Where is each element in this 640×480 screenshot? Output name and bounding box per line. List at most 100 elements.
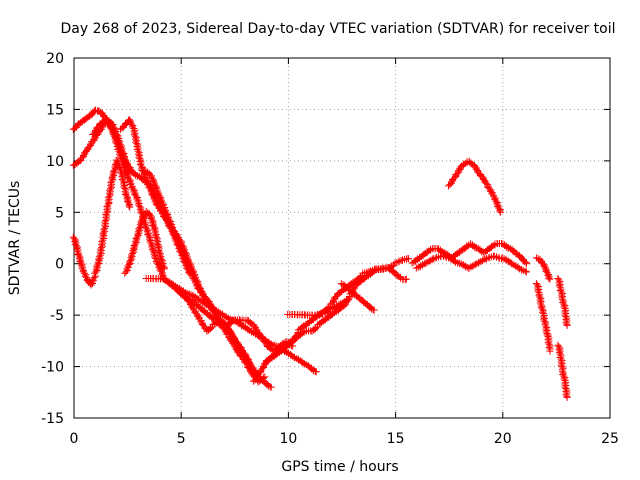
data-point-plus (244, 317, 252, 325)
data-point-plus (180, 292, 188, 300)
grid (74, 58, 610, 418)
data-point-plus (216, 317, 224, 325)
data-point-plus (544, 339, 552, 347)
y-tick-label: -10 (41, 360, 64, 376)
data-point-plus (506, 244, 514, 252)
data-point-plus (522, 260, 530, 268)
data-point-plus (327, 311, 335, 319)
data-point-plus (423, 248, 431, 256)
data-point-plus (404, 255, 412, 263)
data-point-plus (202, 309, 210, 317)
data-point-plus (339, 280, 347, 288)
data-point-plus (115, 147, 123, 155)
series-track-20 (554, 274, 571, 329)
x-tick-label: 25 (601, 431, 619, 447)
data-point-plus (474, 244, 482, 252)
data-point-plus (205, 326, 213, 334)
data-point-plus (395, 273, 403, 281)
data-point-plus (546, 347, 554, 355)
data-point-plus (73, 159, 81, 167)
data-point-plus (306, 363, 314, 371)
data-point-plus (135, 199, 143, 207)
data-point-plus (111, 135, 119, 143)
data-point-plus (212, 318, 220, 326)
data-point-plus (315, 320, 323, 328)
data-point-plus (425, 247, 433, 255)
data-point-plus (165, 216, 173, 224)
chart-title: Day 268 of 2023, Sidereal Day-to-day VTE… (60, 21, 615, 37)
data-point-plus (476, 246, 484, 254)
series-track-10 (224, 316, 297, 355)
data-point-plus (209, 321, 217, 329)
data-point-plus (310, 326, 318, 334)
data-point-plus (193, 294, 201, 302)
data-point-plus (224, 321, 232, 329)
axis-ticks: 0 5 10 15 20 25 -15 -10 -5 0 5 10 15 20 (41, 51, 619, 447)
data-point-plus (264, 356, 272, 364)
data-point-plus (168, 280, 176, 288)
data-point-plus (453, 249, 461, 257)
data-point-plus (555, 282, 563, 290)
data-point-plus (304, 319, 312, 327)
data-point-plus (416, 253, 424, 261)
data-point-plus (561, 311, 569, 319)
x-axis-label: GPS time / hours (281, 459, 398, 475)
x-tick-label: 5 (177, 431, 186, 447)
series-track-19 (532, 280, 554, 355)
data-point-plus (87, 281, 95, 289)
data-point-plus (309, 315, 317, 323)
data-point-plus (522, 268, 530, 276)
data-point-plus (336, 289, 344, 297)
data-point-plus (352, 292, 360, 300)
data-point-plus (501, 242, 509, 250)
data-point-plus (353, 276, 361, 284)
data-point-plus (512, 250, 520, 258)
data-point-plus (114, 144, 122, 152)
data-point-plus (370, 306, 378, 314)
data-point-plus (364, 302, 372, 310)
data-point-plus (144, 180, 152, 188)
data-point-plus (465, 158, 473, 166)
data-point-plus (334, 289, 342, 297)
data-point-plus (77, 262, 85, 270)
data-point-plus (546, 275, 554, 283)
data-point-plus (467, 240, 475, 248)
data-point-plus (76, 119, 84, 127)
data-point-plus (472, 244, 480, 252)
data-point-plus (265, 343, 273, 351)
data-point-plus (123, 265, 131, 273)
data-point-plus (366, 303, 374, 311)
data-points (69, 106, 571, 401)
data-point-plus (534, 287, 542, 295)
y-tick-label: 15 (46, 102, 64, 118)
data-point-plus (532, 254, 540, 262)
data-point-plus (160, 265, 168, 273)
data-point-plus (191, 279, 199, 287)
data-point-plus (275, 347, 283, 355)
data-point-plus (308, 327, 316, 335)
series-track-12 (262, 255, 412, 365)
data-point-plus (125, 202, 133, 210)
data-point-plus (82, 114, 90, 122)
data-point-plus (312, 368, 320, 376)
data-point-plus (467, 160, 475, 168)
data-point-plus (144, 229, 152, 237)
data-point-plus (208, 314, 216, 322)
data-point-plus (97, 245, 105, 253)
data-point-plus (417, 253, 425, 261)
data-point-plus (496, 207, 504, 215)
data-point-plus (137, 207, 145, 215)
data-point-plus (149, 247, 157, 255)
series-track-11 (249, 264, 410, 385)
data-point-plus (135, 172, 143, 180)
data-point-plus (112, 137, 120, 145)
data-point-plus (178, 291, 186, 299)
data-point-plus (263, 380, 271, 388)
x-tick-label: 0 (70, 431, 79, 447)
data-point-plus (323, 314, 331, 322)
data-point-plus (118, 158, 126, 166)
data-point-plus (140, 166, 148, 174)
data-point-plus (561, 383, 569, 391)
data-point-plus (408, 259, 416, 267)
